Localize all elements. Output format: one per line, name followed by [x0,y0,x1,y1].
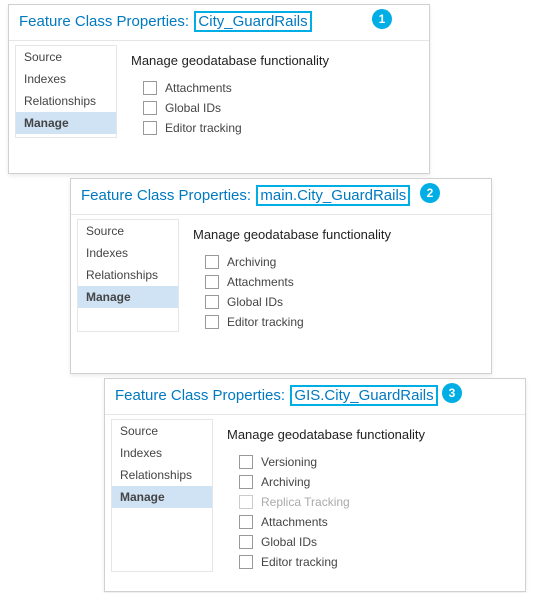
option-row[interactable]: Archiving [191,252,485,272]
option-label: Attachments [261,515,328,529]
option-label: Archiving [261,475,310,489]
checkbox-icon[interactable] [205,295,219,309]
callout-badge: 3 [442,383,462,403]
dialog-title-prefix: Feature Class Properties: [19,13,189,30]
option-label: Editor tracking [227,315,304,329]
checkbox-icon[interactable] [239,475,253,489]
content-panel: Manage geodatabase functionality Attachme… [125,45,423,138]
option-label: Global IDs [165,101,221,115]
dialog-body: SourceIndexesRelationshipsManageManage g… [71,215,491,342]
option-label: Global IDs [227,295,283,309]
option-label: Editor tracking [261,555,338,569]
option-row[interactable]: Editor tracking [129,118,423,138]
sidebar-item-manage[interactable]: Manage [16,112,116,134]
dialog-title-prefix: Feature Class Properties: [81,187,251,204]
option-row[interactable]: Global IDs [225,532,519,552]
content-heading: Manage geodatabase functionality [193,227,485,242]
option-label: Attachments [227,275,294,289]
dialog-title-prefix: Feature Class Properties: [115,387,285,404]
content-panel: Manage geodatabase functionality Archivin… [187,219,485,332]
dialog-title-name: main.City_GuardRails [256,185,410,206]
option-row[interactable]: Attachments [191,272,485,292]
option-row[interactable]: Attachments [225,512,519,532]
option-row[interactable]: Archiving [225,472,519,492]
option-row[interactable]: Editor tracking [225,552,519,572]
checkbox-icon[interactable] [239,535,253,549]
sidebar-item-source[interactable]: Source [112,420,212,442]
dialog-title-name: City_GuardRails [194,11,311,32]
sidebar: SourceIndexesRelationshipsManage [111,419,213,572]
option-row: Replica Tracking [225,492,519,512]
sidebar-item-manage[interactable]: Manage [78,286,178,308]
sidebar-item-indexes[interactable]: Indexes [16,68,116,90]
checkbox-icon[interactable] [143,121,157,135]
option-label: Editor tracking [165,121,242,135]
feature-class-properties-dialog: Feature Class Properties: City_GuardRail… [8,4,430,174]
sidebar-item-indexes[interactable]: Indexes [112,442,212,464]
sidebar-item-source[interactable]: Source [16,46,116,68]
option-label: Versioning [261,455,317,469]
option-row[interactable]: Editor tracking [191,312,485,332]
content-heading: Manage geodatabase functionality [131,53,423,68]
feature-class-properties-dialog: Feature Class Properties: main.City_Guar… [70,178,492,374]
checkbox-icon [239,495,253,509]
sidebar-item-source[interactable]: Source [78,220,178,242]
callout-badge: 1 [372,9,392,29]
checkbox-icon[interactable] [239,555,253,569]
sidebar: SourceIndexesRelationshipsManage [15,45,117,138]
callout-badge: 2 [420,183,440,203]
checkbox-icon[interactable] [143,101,157,115]
sidebar-item-indexes[interactable]: Indexes [78,242,178,264]
dialog-titlebar: Feature Class Properties: GIS.City_Guard… [105,379,525,415]
option-row[interactable]: Attachments [129,78,423,98]
checkbox-icon[interactable] [205,275,219,289]
checkbox-icon[interactable] [205,255,219,269]
option-row[interactable]: Versioning [225,452,519,472]
feature-class-properties-dialog: Feature Class Properties: GIS.City_Guard… [104,378,526,592]
checkbox-icon[interactable] [143,81,157,95]
option-label: Archiving [227,255,276,269]
sidebar-item-relationships[interactable]: Relationships [16,90,116,112]
checkbox-icon[interactable] [205,315,219,329]
option-label: Attachments [165,81,232,95]
option-label: Replica Tracking [261,495,350,509]
content-panel: Manage geodatabase functionality Versioni… [221,419,519,572]
dialog-title-name: GIS.City_GuardRails [290,385,437,406]
option-label: Global IDs [261,535,317,549]
sidebar: SourceIndexesRelationshipsManage [77,219,179,332]
sidebar-item-manage[interactable]: Manage [112,486,212,508]
dialog-body: SourceIndexesRelationshipsManageManage g… [9,41,429,148]
checkbox-icon[interactable] [239,455,253,469]
sidebar-item-relationships[interactable]: Relationships [78,264,178,286]
option-row[interactable]: Global IDs [129,98,423,118]
sidebar-item-relationships[interactable]: Relationships [112,464,212,486]
dialog-body: SourceIndexesRelationshipsManageManage g… [105,415,525,582]
checkbox-icon[interactable] [239,515,253,529]
dialog-titlebar: Feature Class Properties: City_GuardRail… [9,5,429,41]
option-row[interactable]: Global IDs [191,292,485,312]
content-heading: Manage geodatabase functionality [227,427,519,442]
